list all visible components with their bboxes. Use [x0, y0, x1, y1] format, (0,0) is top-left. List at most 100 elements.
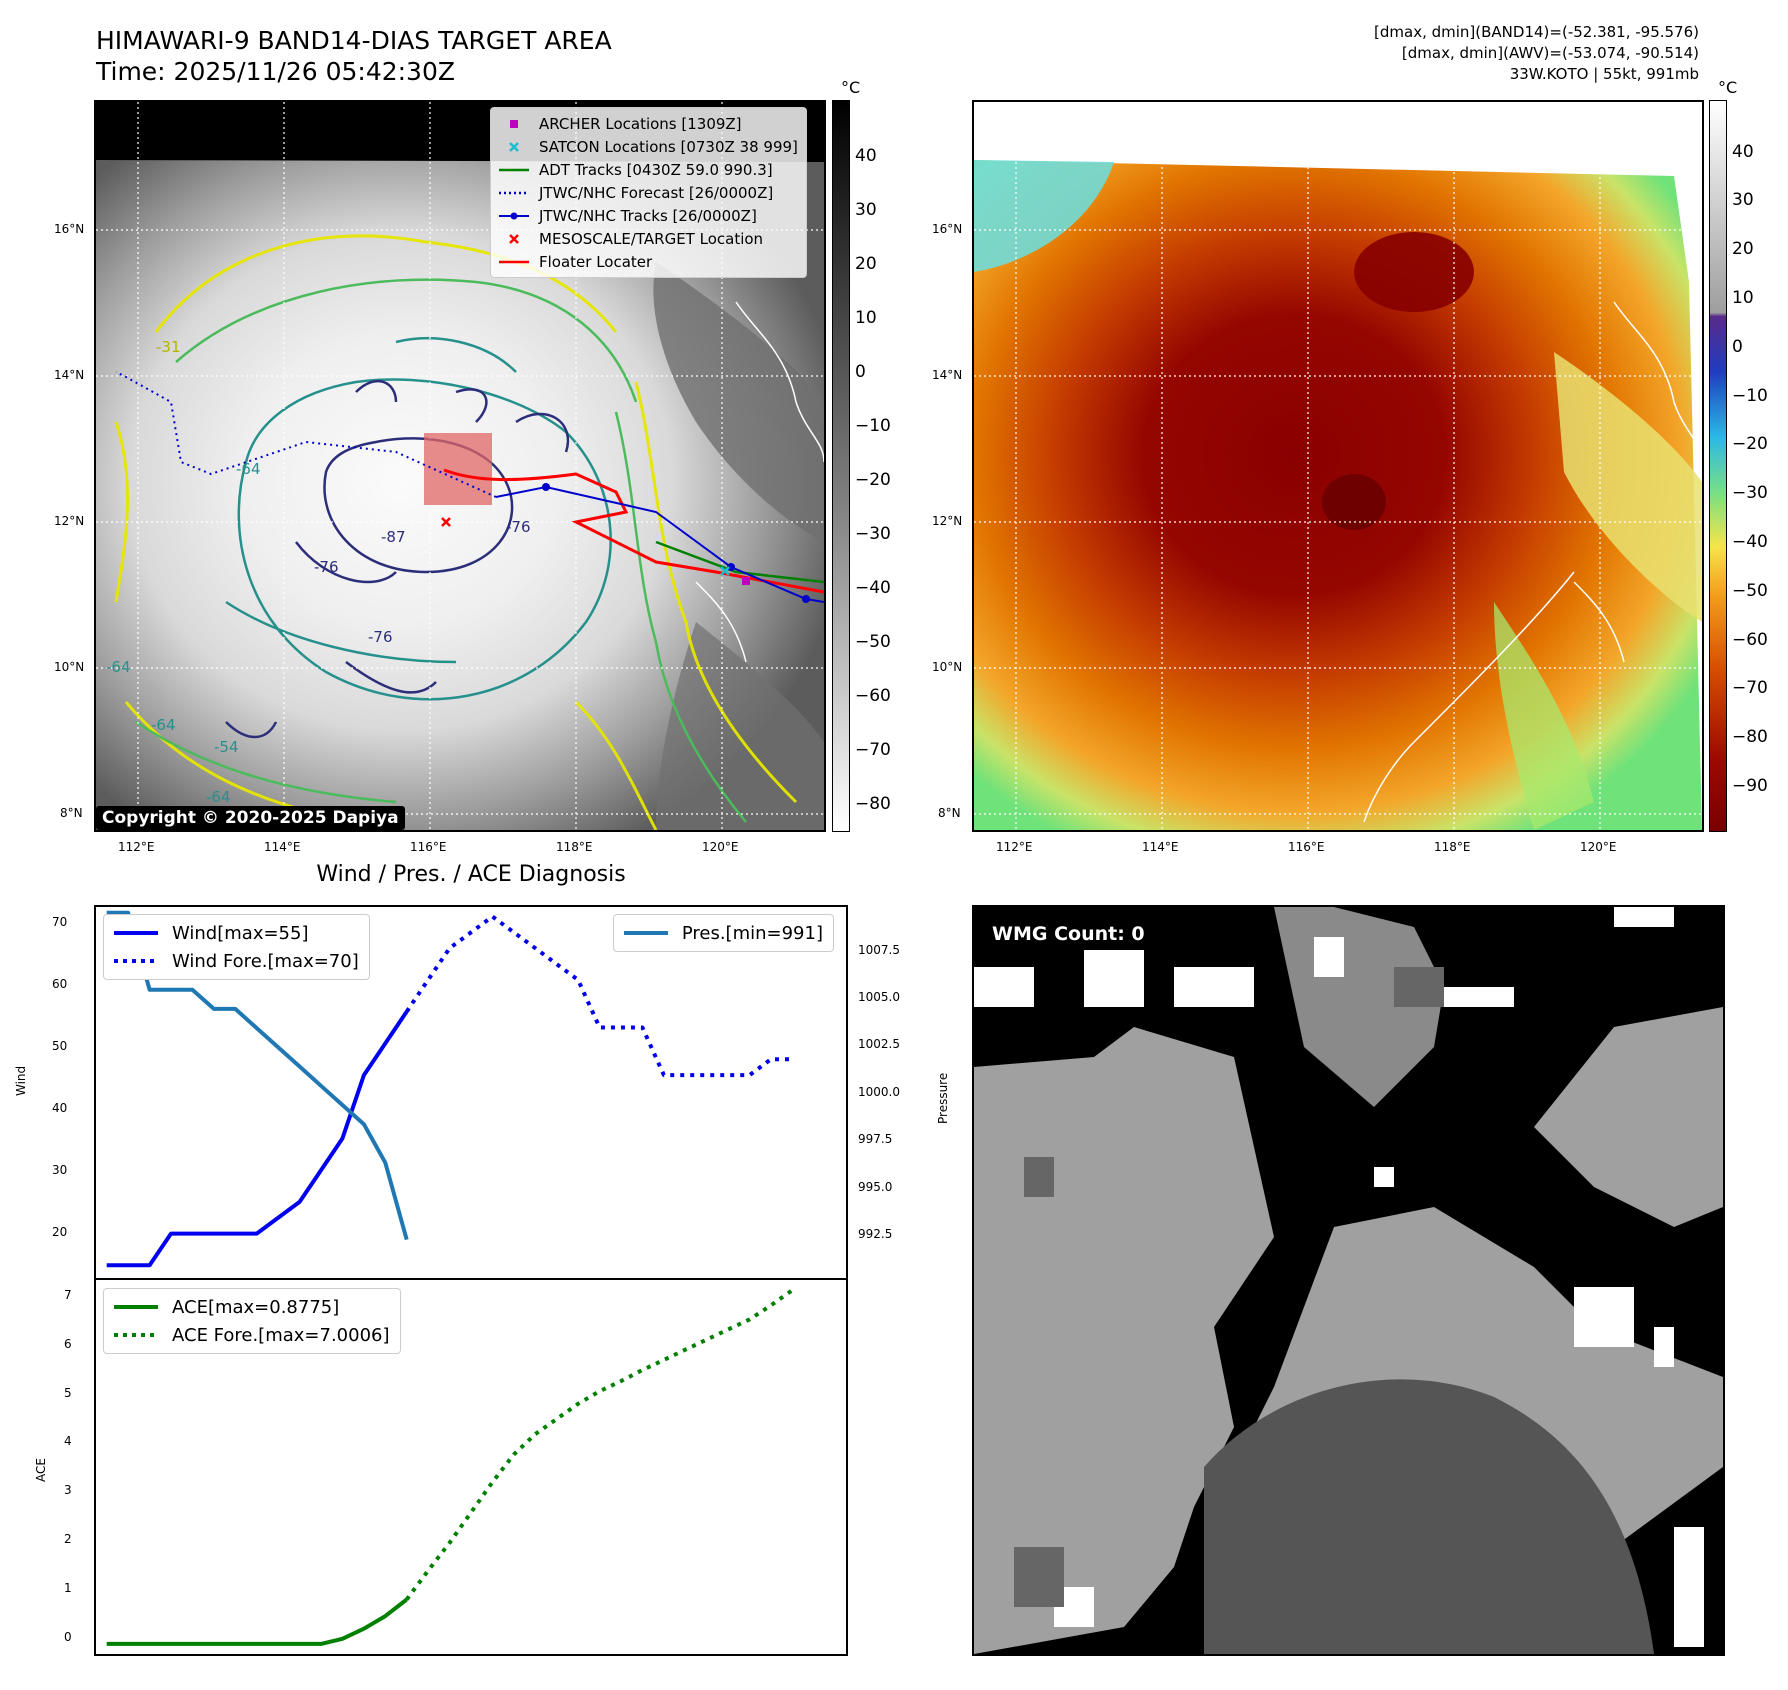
- ace-y-tick: 1: [64, 1581, 72, 1595]
- colorbar-tick: −10: [855, 416, 891, 436]
- pressure-axis-label: Pressure: [936, 1072, 950, 1124]
- square-marker-icon: [499, 117, 529, 131]
- colorbar-tick: 0: [1732, 337, 1743, 357]
- contour-label: -87: [381, 528, 406, 546]
- wind-y-tick: 60: [52, 977, 68, 991]
- copyright-notice: Copyright © 2020-2025 Dapiya: [96, 806, 405, 830]
- legend-label: Pres.[min=991]: [681, 922, 823, 944]
- colorbar-tick: −40: [855, 578, 891, 598]
- colorbar-tick: −70: [855, 740, 891, 760]
- wmg-classification-map: [974, 907, 1723, 1654]
- legend-label: Floater Locater: [539, 252, 653, 271]
- ace-y-tick: 6: [64, 1337, 72, 1351]
- legend-label: JTWC/NHC Forecast [26/0000Z]: [539, 183, 774, 202]
- pressure-legend: Pres.[min=991]: [612, 914, 834, 952]
- series-line-pres: [106, 910, 409, 1241]
- lat-label: 14°N: [932, 368, 963, 382]
- lat-label: 10°N: [932, 660, 963, 674]
- lon-label: 118°E: [556, 840, 593, 854]
- colorbar-tick: 10: [1732, 288, 1754, 308]
- contour-label: -64: [151, 716, 176, 734]
- legend-archer: ARCHER Locations [1309Z]: [499, 112, 798, 135]
- colorbar-tick: −30: [855, 524, 891, 544]
- lon-label: 112°E: [118, 840, 155, 854]
- lon-label: 118°E: [1434, 840, 1471, 854]
- left-map-panel: -64 -64 -76 -76 -54 -64 -31 -64 -87 -76: [94, 100, 826, 832]
- track-legend: ARCHER Locations [1309Z] SATCON Location…: [490, 107, 807, 278]
- contour-label: -76: [506, 518, 531, 536]
- ace-y-tick: 2: [64, 1532, 72, 1546]
- legend-ace: ACE[max=0.8775]: [114, 1293, 390, 1321]
- pressure-y-tick: 1007.5: [858, 943, 900, 957]
- legend-mesoscale: MESOSCALE/TARGET Location: [499, 227, 798, 250]
- colorbar-tick: −70: [1732, 678, 1768, 698]
- solid-line-icon: [114, 931, 158, 935]
- colorbar-tick: 20: [1732, 239, 1754, 259]
- solid-line-icon: [499, 255, 529, 269]
- legend-label: ADT Tracks [0430Z 59.0 990.3]: [539, 160, 773, 179]
- lat-label: 12°N: [932, 514, 963, 528]
- legend-label: ACE Fore.[max=7.0006]: [172, 1324, 390, 1346]
- legend-jtwc-tracks: JTWC/NHC Tracks [26/0000Z]: [499, 204, 798, 227]
- lat-label: 8°N: [60, 806, 83, 820]
- legend-ace-forecast: ACE Fore.[max=7.0006]: [114, 1321, 390, 1349]
- legend-floater: Floater Locater: [499, 250, 798, 273]
- ace-y-tick: 7: [64, 1288, 72, 1302]
- contours-navy: [225, 380, 570, 739]
- contours-teal: [225, 337, 612, 701]
- ace-y-tick: 0: [64, 1630, 72, 1644]
- lon-label: 116°E: [1288, 840, 1325, 854]
- awv-range: [dmax, dmin](AWV)=(-53.074, -90.514): [1401, 44, 1699, 62]
- legend-label: JTWC/NHC Tracks [26/0000Z]: [539, 206, 757, 225]
- legend-label: ACE[max=0.8775]: [172, 1296, 340, 1318]
- storm-info: 33W.KOTO | 55kt, 991mb: [1509, 65, 1699, 83]
- colorbar-tick: −80: [855, 794, 891, 814]
- colorbar-tick: 40: [1732, 142, 1754, 162]
- pressure-y-tick: 1000.0: [858, 1085, 900, 1099]
- lon-label: 112°E: [996, 840, 1033, 854]
- colorbar-tick: −60: [1732, 630, 1768, 650]
- diagnosis-title: Wind / Pres. / ACE Diagnosis: [316, 862, 626, 887]
- dotted-line-icon: [499, 186, 529, 200]
- wind-legend: Wind[max=55] Wind Fore.[max=70]: [103, 914, 370, 980]
- wind-y-tick: 50: [52, 1039, 68, 1053]
- ace-chart: [106, 1288, 794, 1646]
- colorbar-tick: −40: [1732, 532, 1768, 552]
- adt-track: [655, 540, 824, 584]
- series-line-ace: [106, 1597, 408, 1646]
- pressure-y-tick: 992.5: [858, 1227, 893, 1241]
- coastline-left: [695, 301, 824, 663]
- dotted-line-icon: [114, 959, 158, 963]
- contour-label: -76: [314, 558, 339, 576]
- colorbar-grayscale: [832, 100, 850, 832]
- lon-label: 116°E: [410, 840, 447, 854]
- legend-satcon: SATCON Locations [0730Z 38 999]: [499, 135, 798, 158]
- pressure-y-tick: 995.0: [858, 1180, 893, 1194]
- figure-time: Time: 2025/11/26 05:42:30Z: [96, 57, 455, 86]
- legend-wind: Wind[max=55]: [114, 919, 359, 947]
- colorbar-tick: 30: [855, 200, 877, 220]
- colorbar-tick: −50: [1732, 581, 1768, 601]
- target-location-marker: [441, 517, 451, 527]
- colorbar-unit-left: °C: [841, 78, 861, 97]
- floater-locater-track: [443, 468, 824, 594]
- ace-chart-frame: [94, 1278, 848, 1656]
- contours-green: [135, 278, 747, 823]
- ace-y-tick: 4: [64, 1434, 72, 1448]
- wind-pressure-chart: [106, 910, 793, 1268]
- legend-label: ARCHER Locations [1309Z]: [539, 114, 742, 133]
- colorbar-tick: 40: [855, 146, 877, 166]
- x-marker-icon: [499, 232, 529, 246]
- satcon-location-marker: [720, 566, 730, 576]
- graticule-right: [974, 102, 1702, 830]
- archer-location-marker: [742, 577, 750, 585]
- colorbar-tick: 0: [855, 362, 866, 382]
- wind-y-tick: 20: [52, 1225, 68, 1239]
- contour-label: -31: [156, 338, 181, 356]
- pressure-y-tick: 1002.5: [858, 1037, 900, 1051]
- colorbar-tick: −20: [1732, 434, 1768, 454]
- lon-label: 114°E: [264, 840, 301, 854]
- colorbar-tick: 20: [855, 254, 877, 274]
- ace-y-tick: 5: [64, 1386, 72, 1400]
- legend-jtwc-forecast: JTWC/NHC Forecast [26/0000Z]: [499, 181, 798, 204]
